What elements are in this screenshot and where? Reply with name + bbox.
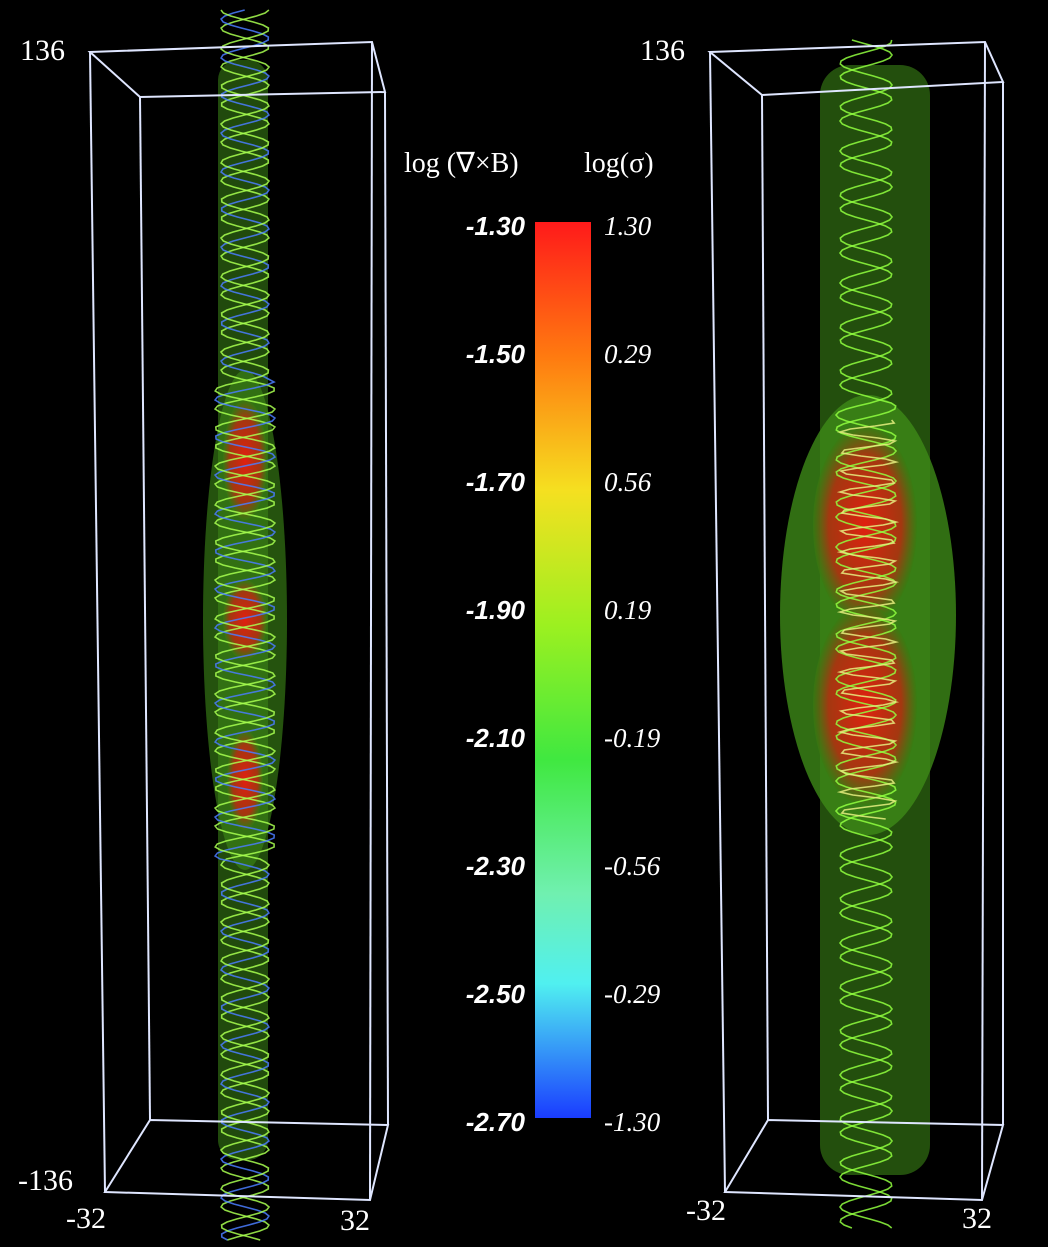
axis-label: 32 xyxy=(962,1202,992,1235)
field-lines xyxy=(213,9,900,1241)
field-line xyxy=(213,9,277,1241)
colorbar-label: 1.30 xyxy=(604,211,652,241)
colorbar-label: -2.10 xyxy=(466,723,526,753)
colorbar-label: 0.19 xyxy=(604,595,652,625)
axis-label: 136 xyxy=(640,34,685,67)
right-box xyxy=(707,40,1005,1202)
colorbar-label: -0.56 xyxy=(604,851,661,881)
axis-label: -136 xyxy=(18,1164,73,1197)
colorbar-label: -2.70 xyxy=(466,1107,526,1137)
colorbar-label: -1.90 xyxy=(466,595,526,625)
colorbar-labels: -1.30 -1.50 -1.70 -1.90 -2.10 -2.30 -2.50 -2.70… xyxy=(466,211,661,1137)
left-box xyxy=(87,40,390,1202)
colorbar-label: -0.29 xyxy=(604,979,661,1009)
field-line xyxy=(834,39,898,1229)
colorbar-label: -2.30 xyxy=(466,851,526,881)
colorbar-label: -0.19 xyxy=(604,723,661,753)
colorbar-label: -2.50 xyxy=(466,979,526,1009)
axis-label: -32 xyxy=(66,1202,106,1235)
colorbar-title: log (∇×B) xyxy=(404,148,519,179)
colorbar-label: 0.56 xyxy=(604,467,652,497)
right-volume xyxy=(780,65,956,1175)
colorbar-label: -1.50 xyxy=(466,339,526,369)
colorbar-label: -1.30 xyxy=(604,1107,661,1137)
field-line xyxy=(213,9,277,1241)
field-line xyxy=(836,419,900,820)
colorbar-label: -1.30 xyxy=(466,211,526,241)
axis-label: 136 xyxy=(20,34,65,67)
colorbar-title: log(σ) xyxy=(584,148,654,179)
axis-label: -32 xyxy=(686,1194,726,1227)
axis-label: 32 xyxy=(340,1204,370,1237)
colorbar-label: -1.70 xyxy=(466,467,526,497)
field-line xyxy=(213,9,277,1241)
field-line xyxy=(834,39,898,1229)
colorbar-label: 0.29 xyxy=(604,339,652,369)
colorbar xyxy=(535,222,591,1118)
